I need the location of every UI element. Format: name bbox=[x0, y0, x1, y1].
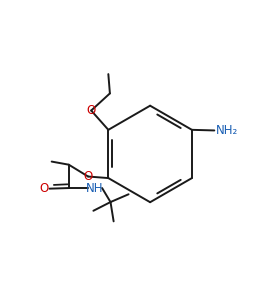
Text: O: O bbox=[87, 104, 96, 117]
Text: NH: NH bbox=[86, 181, 104, 194]
Text: O: O bbox=[39, 182, 48, 195]
Text: NH₂: NH₂ bbox=[216, 124, 239, 137]
Text: O: O bbox=[84, 170, 93, 183]
